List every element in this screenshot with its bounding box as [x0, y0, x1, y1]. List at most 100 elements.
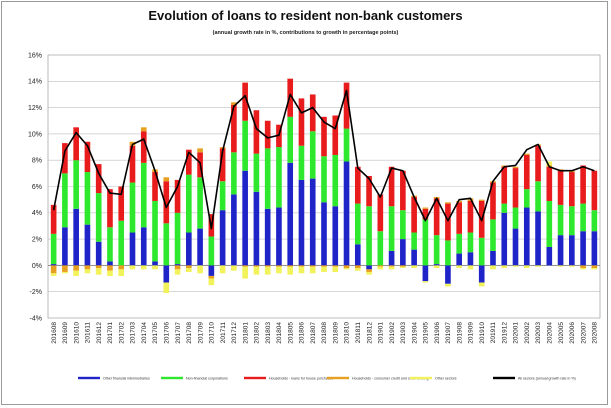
x-tick-label: 201710	[209, 322, 216, 344]
bar-segment	[591, 231, 598, 266]
legend-label: Other sectors	[435, 376, 457, 380]
bar-segment	[309, 265, 316, 267]
bar-segment	[62, 143, 68, 174]
bar-segment	[366, 175, 372, 207]
bar-segment	[354, 265, 361, 269]
x-tick-label: 201706	[163, 322, 170, 344]
y-tick-label: 14%	[28, 79, 42, 86]
x-tick-label: 202001	[513, 322, 520, 344]
bar-segment	[557, 204, 564, 236]
x-tick-label: 201610	[73, 322, 80, 344]
bar-segment	[231, 265, 237, 271]
bar-segment	[242, 120, 248, 171]
x-tick-label: 201812	[366, 322, 373, 344]
bar-segment	[242, 170, 248, 266]
bar-segment	[129, 232, 136, 266]
x-tick-label: 202008	[592, 322, 599, 344]
bar-segment	[73, 127, 79, 161]
bar-segment	[354, 203, 361, 245]
bar-segment	[84, 172, 91, 225]
bar-segment	[163, 265, 170, 283]
bar-segment	[490, 265, 496, 270]
bar-segment	[95, 164, 102, 194]
bar-segment	[219, 210, 226, 266]
bar-segment	[129, 145, 136, 183]
bar-segment	[174, 264, 181, 266]
x-tick-label: 201703	[130, 322, 137, 344]
bar-segment	[174, 212, 181, 265]
bar-segment	[219, 265, 226, 274]
bar-segment	[73, 265, 79, 271]
bar-segment	[107, 227, 113, 262]
bar-segment	[467, 232, 474, 253]
bar-segment	[343, 82, 350, 129]
bar-segment	[433, 235, 440, 265]
bar-segment	[174, 179, 181, 213]
y-tick-label: 16%	[28, 52, 42, 59]
y-tick-label: 10%	[28, 131, 42, 138]
bar-segment	[118, 186, 125, 221]
bar-segment	[84, 141, 91, 173]
bar-segment	[140, 127, 147, 132]
bar-segment	[95, 265, 102, 269]
bar-segment	[501, 212, 508, 266]
bar-segment	[73, 270, 79, 276]
bar-segment	[366, 265, 372, 270]
bar-segment	[219, 147, 226, 149]
bar-segment	[197, 228, 203, 266]
bar-segment	[456, 265, 462, 269]
bar-segment	[591, 268, 598, 270]
bar-segment	[287, 116, 294, 163]
bar-segment	[231, 152, 237, 195]
y-tick-label: -4%	[30, 315, 42, 322]
bar-segment	[332, 154, 339, 207]
bar-segment	[422, 265, 429, 282]
bar-segment	[535, 265, 541, 267]
x-tick-label: 201803	[265, 322, 272, 344]
bar-segment	[478, 199, 485, 201]
bar-segment	[546, 166, 553, 201]
bar-segment	[298, 265, 305, 267]
x-tick-label: 201802	[254, 322, 261, 344]
bar-segment	[557, 170, 564, 205]
legend-swatch	[78, 376, 100, 380]
bar-segment	[298, 179, 305, 266]
x-tick-label: 201902	[389, 322, 396, 344]
bar-segment	[445, 203, 451, 241]
bar-segment	[422, 208, 429, 220]
bar-segment	[512, 228, 519, 266]
y-tick-label: 12%	[28, 105, 42, 112]
bar-segment	[107, 189, 113, 228]
bar-segment	[445, 283, 451, 287]
bar-segment	[163, 181, 170, 224]
bar-segment	[377, 231, 384, 266]
y-tick-label: 6%	[32, 184, 42, 191]
bar-segment	[591, 170, 598, 211]
bar-segment	[208, 275, 215, 279]
bar-segment	[253, 191, 260, 266]
bar-segment	[309, 94, 316, 132]
bar-segment	[456, 202, 462, 234]
x-tick-label: 201904	[411, 322, 418, 344]
bar-segment	[422, 219, 429, 266]
x-tick-label: 201805	[287, 322, 294, 344]
bar-segment	[118, 220, 125, 266]
bar-segment	[400, 266, 406, 269]
legend-label: All sectors (annual growth rate in %)	[518, 376, 576, 380]
bar-segment	[140, 227, 147, 266]
bar-segment	[186, 149, 192, 175]
bar-segment	[366, 269, 372, 272]
bar-segment	[467, 200, 474, 233]
bar-segment	[163, 177, 170, 182]
bar-segment	[377, 194, 384, 232]
bar-segment	[467, 252, 474, 266]
bar-segment	[208, 265, 215, 276]
bar-segment	[535, 211, 541, 266]
bar-segment	[197, 265, 203, 274]
x-tick-label: 201907	[445, 322, 452, 344]
x-tick-label: 201711	[220, 322, 227, 344]
bar-segment	[388, 206, 395, 251]
bar-segment	[264, 265, 271, 267]
bar-segment	[512, 207, 519, 229]
bar-segment	[95, 241, 102, 266]
